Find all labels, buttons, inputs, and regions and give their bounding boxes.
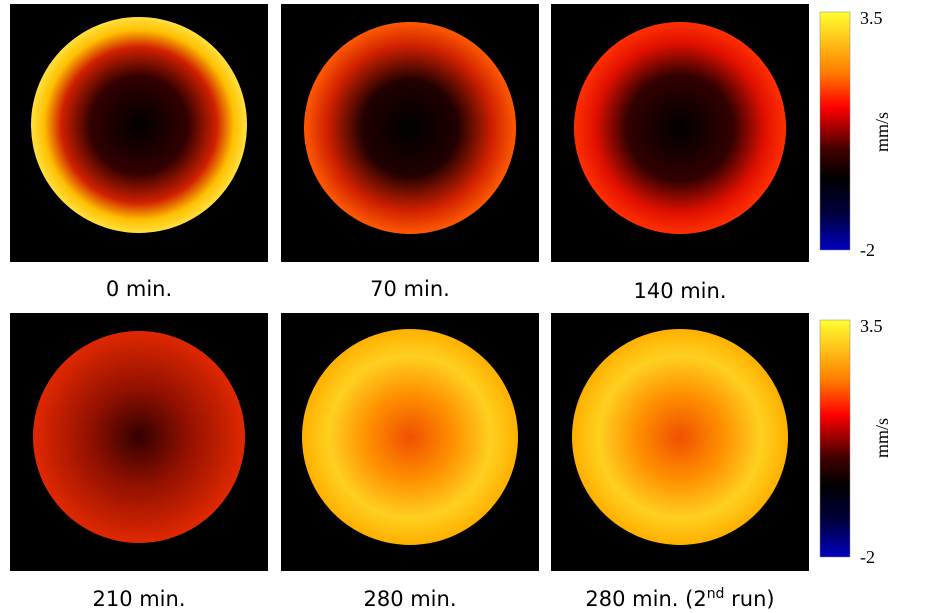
heatmap	[304, 22, 516, 234]
heatmap	[31, 17, 247, 233]
panel-label: 70 min.	[370, 277, 450, 301]
panel-label: 0 min.	[106, 277, 172, 301]
heatmap	[572, 329, 788, 545]
body: 0 min. 70 min. 140 min. 210 min. 280 min…	[0, 0, 935, 613]
colorbar-min: -2	[860, 240, 875, 260]
label-part: run)	[724, 587, 774, 611]
colorbar-scale	[820, 12, 850, 250]
colorbar-unit: mm/s	[872, 112, 892, 152]
heatmap	[574, 22, 786, 234]
heatmap	[33, 331, 245, 543]
label-superscript: nd	[707, 586, 725, 602]
colorbar-max: 3.5	[860, 316, 883, 336]
panel-label: 140 min.	[633, 279, 726, 303]
heatmap	[302, 329, 518, 545]
panel-label: 280 min.	[363, 587, 456, 611]
colorbar: 3.5 -2 mm/s	[820, 316, 892, 567]
label-part: 280 min. (2	[585, 587, 706, 611]
colorbar: 3.5 -2 mm/s	[820, 8, 892, 260]
colorbar-min: -2	[860, 547, 875, 567]
figure: 0 min. 70 min. 140 min. 210 min. 280 min…	[0, 0, 935, 613]
page: {"panels": [ {"label": "0 min."}, {"labe…	[0, 0, 935, 613]
panel-label: 280 min. (2nd run)	[585, 586, 774, 611]
colorbar-scale	[820, 320, 850, 557]
colorbar-unit: mm/s	[872, 418, 892, 458]
panel-label: 210 min.	[92, 587, 185, 611]
colorbar-max: 3.5	[860, 8, 883, 28]
